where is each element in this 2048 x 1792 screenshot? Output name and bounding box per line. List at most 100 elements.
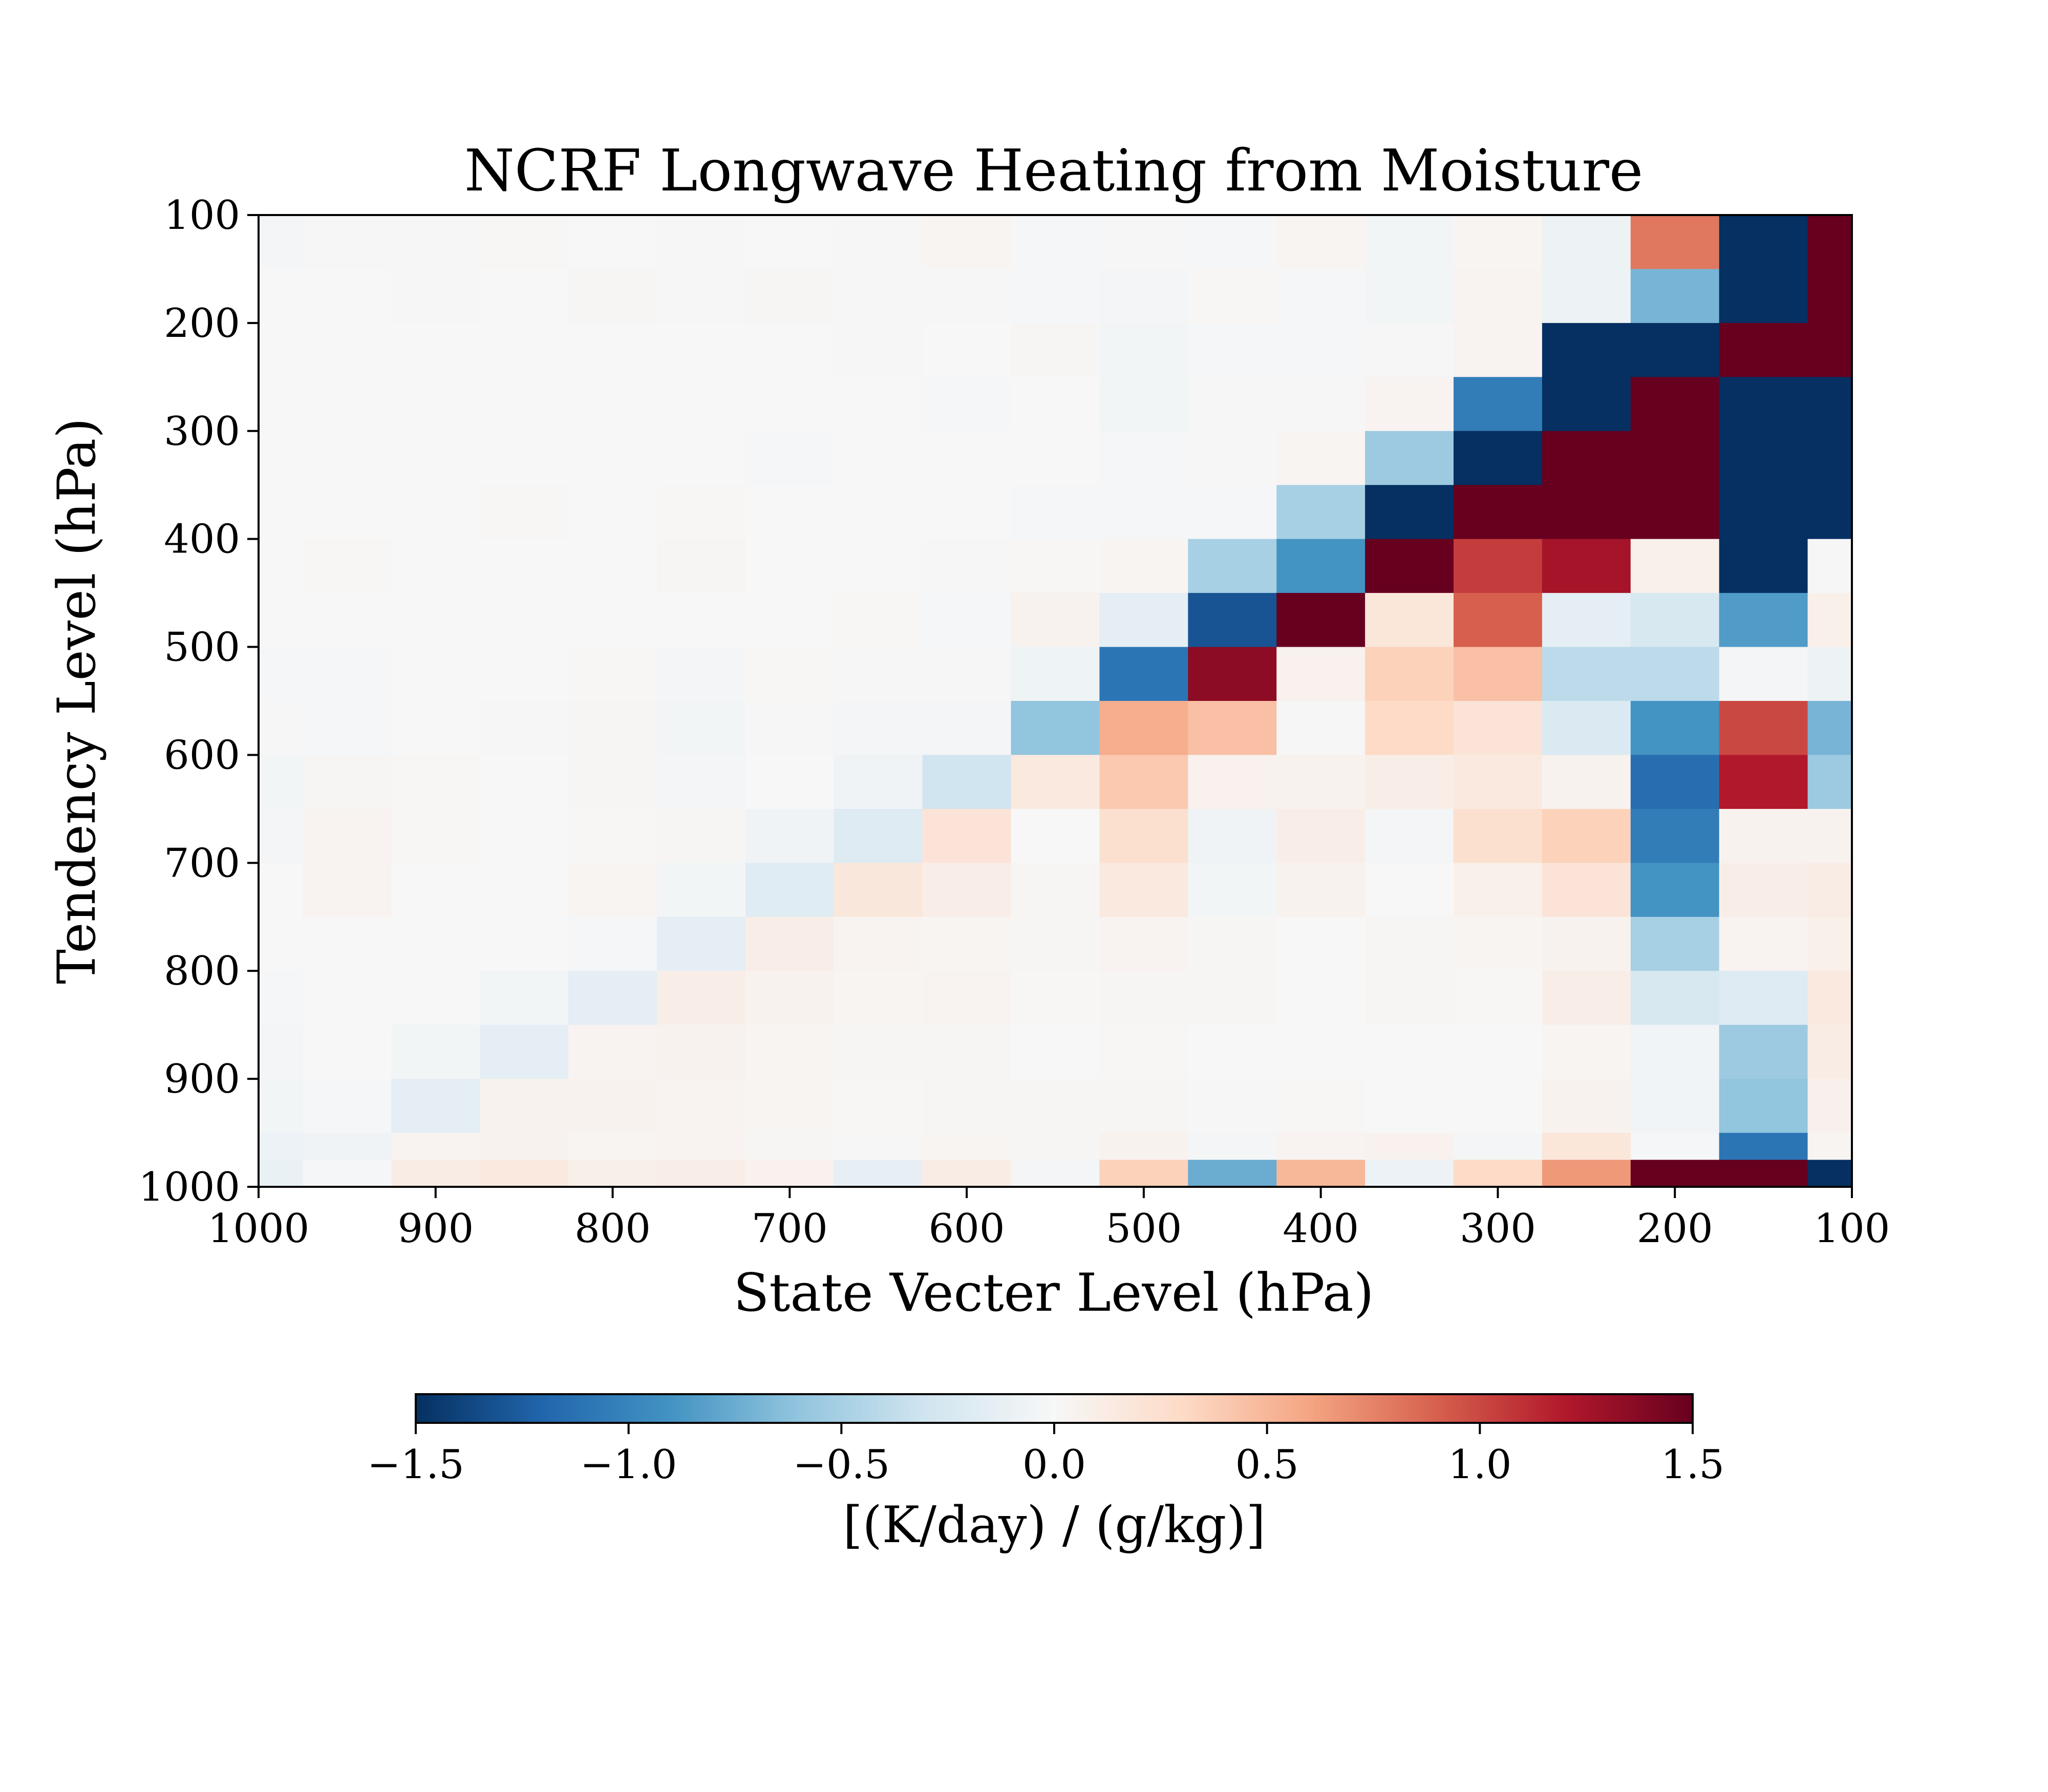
heatmap-cell	[568, 647, 657, 701]
heatmap-cell	[1099, 916, 1188, 971]
heatmap-cell	[1099, 808, 1188, 863]
heatmap-cell	[1099, 539, 1188, 593]
heatmap-cell	[1719, 808, 1808, 863]
heatmap-cell	[259, 1160, 304, 1187]
heatmap-cell	[1719, 755, 1808, 809]
heatmap-cell	[657, 916, 746, 971]
heatmap-cell	[657, 323, 746, 377]
heatmap-cell	[834, 539, 923, 593]
heatmap-cell	[1099, 1025, 1188, 1079]
y-tick-label: 300	[164, 409, 240, 455]
heatmap-cell	[259, 269, 304, 324]
heatmap-cell	[1365, 269, 1454, 324]
chart-title: NCRF Longwave Heating from Moisture	[464, 138, 1643, 204]
heatmap-cell	[834, 485, 923, 540]
heatmap-cell	[745, 323, 835, 377]
heatmap-cell	[1188, 1025, 1277, 1079]
heatmap-cell	[303, 1025, 392, 1079]
heatmap-cell	[1630, 593, 1720, 648]
heatmap-cell	[1719, 377, 1808, 432]
heatmap-cell	[922, 1160, 1012, 1187]
x-tick-label: 400	[1283, 1206, 1359, 1252]
heatmap-cell	[480, 701, 569, 756]
heatmap-cell	[303, 647, 392, 701]
heatmap-cell	[1099, 1160, 1188, 1187]
heatmap-cell	[1807, 323, 1852, 377]
heatmap-cell	[1719, 647, 1808, 701]
heatmap-cell	[1454, 647, 1543, 701]
heatmap-cell	[1188, 863, 1277, 918]
heatmap-cell	[1542, 539, 1631, 593]
heatmap-cell	[1542, 916, 1631, 971]
heatmap-cell	[657, 1160, 746, 1187]
heatmap-cell	[834, 1025, 923, 1079]
heatmap-cell	[745, 808, 835, 863]
y-tick-label: 800	[164, 948, 240, 994]
heatmap-cell	[1719, 1025, 1808, 1079]
heatmap-cell	[1454, 593, 1543, 648]
heatmap-cell	[1630, 755, 1720, 809]
colorbar-tick-label: 1.5	[1661, 1442, 1724, 1488]
y-tick-label: 400	[164, 517, 240, 563]
heatmap-cell	[480, 808, 569, 863]
heatmap-cell	[1011, 701, 1100, 756]
heatmap-cell	[745, 971, 835, 1026]
heatmap-cell	[657, 808, 746, 863]
x-axis-ticks: 1000 900 800 700 600 500 400 300 200 100	[208, 1187, 1890, 1252]
heatmap-cell	[1365, 808, 1454, 863]
heatmap-cell	[1011, 377, 1100, 432]
heatmap-cell	[303, 485, 392, 540]
heatmap-cell	[1276, 1079, 1366, 1134]
heatmap-cell	[1276, 269, 1366, 324]
heatmap-cell	[1454, 485, 1543, 540]
heatmap-cell	[1276, 593, 1366, 648]
heatmap-cell	[922, 863, 1012, 918]
heatmap-cell	[1099, 431, 1188, 485]
heatmap-cell	[1099, 485, 1188, 540]
heatmap-cell	[1630, 971, 1720, 1026]
heatmap-cell	[834, 701, 923, 756]
heatmap-cell	[1276, 1025, 1366, 1079]
heatmap-cell	[1542, 485, 1631, 540]
heatmap-cell	[1365, 647, 1454, 701]
y-tick-label: 500	[164, 625, 240, 671]
heatmap-cells	[259, 215, 1852, 1187]
heatmap-cell	[259, 323, 304, 377]
heatmap-cell	[259, 647, 304, 701]
heatmap-cell	[922, 647, 1012, 701]
heatmap-cell	[745, 1160, 835, 1187]
heatmap-cell	[1807, 808, 1852, 863]
heatmap-cell	[259, 215, 304, 270]
heatmap-cell	[480, 377, 569, 432]
y-axis-ticks: 100 200 300 400 500 600 700 800 900 1000	[138, 193, 259, 1210]
x-tick-label: 700	[752, 1206, 828, 1252]
y-tick-label: 600	[164, 732, 240, 778]
heatmap-cell	[1011, 593, 1100, 648]
heatmap-cell	[259, 431, 304, 485]
heatmap-cell	[1365, 1025, 1454, 1079]
heatmap-cell	[1276, 539, 1366, 593]
heatmap-cell	[480, 755, 569, 809]
heatmap-cell	[1099, 701, 1188, 756]
heatmap-cell	[391, 431, 480, 485]
heatmap-cell	[391, 647, 480, 701]
heatmap-cell	[568, 1025, 657, 1079]
heatmap-cell	[1454, 539, 1543, 593]
colorbar-tick-label: −1.0	[580, 1442, 677, 1488]
heatmap-cell	[1542, 431, 1631, 485]
heatmap-cell	[303, 539, 392, 593]
heatmap-cell	[1719, 215, 1808, 270]
heatmap-cell	[922, 755, 1012, 809]
heatmap-cell	[1011, 1133, 1100, 1160]
heatmap-cell	[1719, 323, 1808, 377]
heatmap-cell	[1099, 215, 1188, 270]
heatmap-cell	[1011, 1025, 1100, 1079]
heatmap-cell	[1365, 755, 1454, 809]
heatmap-cell	[834, 916, 923, 971]
heatmap-cell	[1542, 215, 1631, 270]
heatmap-cell	[922, 215, 1012, 270]
heatmap-cell	[480, 431, 569, 485]
heatmap-cell	[1188, 701, 1277, 756]
heatmap-cell	[480, 1133, 569, 1160]
